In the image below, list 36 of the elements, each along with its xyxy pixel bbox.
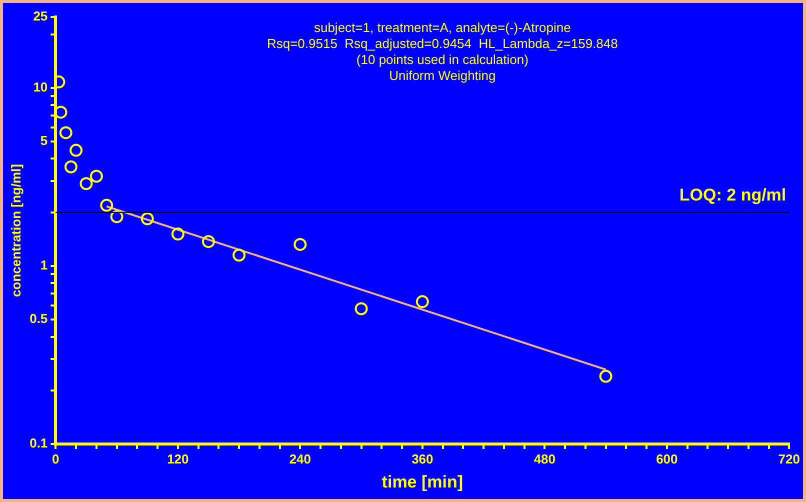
y-tick-label: 25 [33,8,48,24]
x-tick-label: 720 [778,451,800,466]
text: Rsq=0.9515 Rsq_adjusted=0.9454 HL_Lambda_z=159.848 [266,36,618,52]
ref-line-label: LOQ: 2 ng/ml [679,186,786,205]
point [64,160,78,174]
x-tick-label: 360 [412,451,434,466]
y-tick-label: 1 [40,258,48,273]
y-tick-label: 5 [40,133,48,148]
point [202,235,215,248]
point [59,126,72,140]
point [110,210,124,224]
point [70,144,83,157]
y-axis-title: concentration [ng/ml] [8,164,24,297]
x-tick-label: 240 [289,451,312,466]
x-tick-label: 120 [167,451,189,466]
point [80,177,93,190]
point [100,198,114,212]
y-tick-label: 0.5 [30,311,48,326]
x-tick-label: 0 [52,451,60,466]
point [232,248,246,262]
point [56,106,68,119]
annotation: (10 points used in calculation) [356,52,528,68]
x-axis-title: time [min] [382,472,464,492]
point [294,238,307,251]
y-tick-label: 10 [33,79,48,94]
point [599,370,612,383]
y-tick-label: 0.1 [30,436,48,451]
x-tick-label: 600 [656,451,678,466]
chart-title: subject=1, treatment=A, analyte=(-)-Atropine [314,20,571,36]
point [90,170,103,183]
point [140,212,154,226]
point [416,295,429,308]
x-tick-label: 480 [534,451,556,466]
annotation: Uniform Weighting [389,68,496,84]
point [171,228,184,241]
point [354,302,368,316]
